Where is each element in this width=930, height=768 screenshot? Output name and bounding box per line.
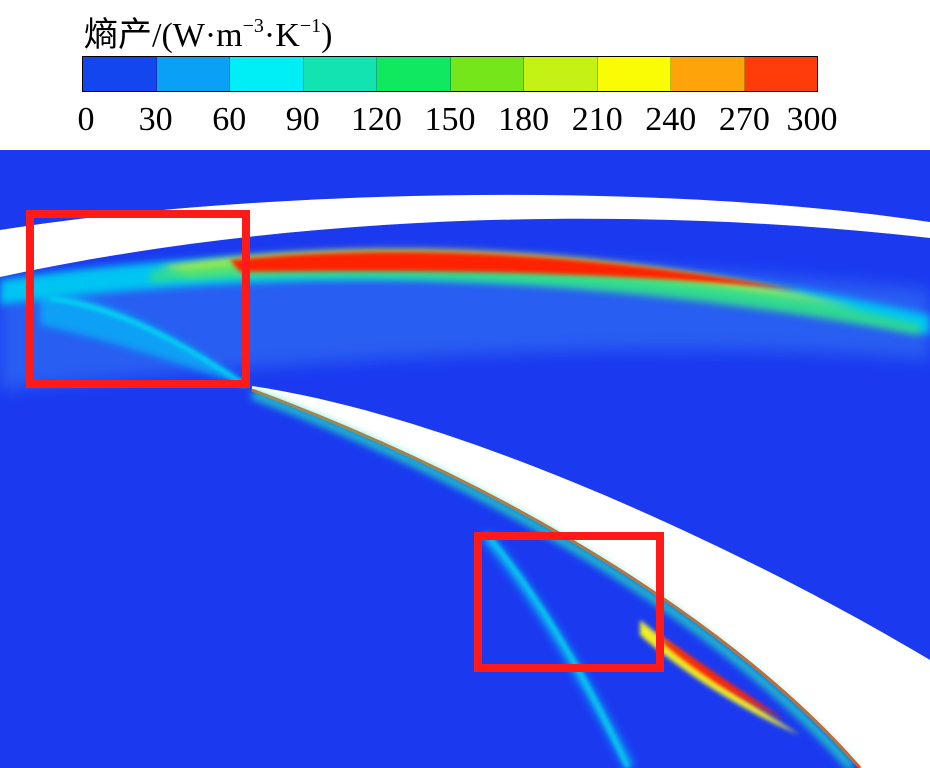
colorbar-swatch: [303, 57, 377, 91]
colorbar-tick-label: 30: [138, 101, 173, 138]
colorbar-swatch: [377, 57, 451, 91]
colorbar-tick-label: 0: [77, 101, 95, 138]
colorbar-tick-label: 270: [718, 101, 770, 138]
colorbar-tick-label: 300: [786, 101, 838, 138]
highlight-box-upper: [26, 210, 250, 388]
colorbar-tick-label: 210: [571, 101, 623, 138]
colorbar-swatch: [597, 57, 671, 91]
wake-streak-lower-core: [488, 537, 630, 768]
wake-streak-upper-core: [49, 296, 247, 387]
colorbar-swatch: [524, 57, 598, 91]
highlight-box-lower: [474, 532, 664, 672]
entropy-production-contour: [0, 150, 930, 768]
legend-title: 熵产/(W·m−3·K−1): [84, 15, 333, 54]
colorbar-swatch: [744, 57, 817, 91]
colorbar-swatch: [671, 57, 745, 91]
colorbar-tick-label: 120: [350, 101, 402, 138]
colorbar-swatch: [230, 57, 304, 91]
colorbar-tick-label: 240: [645, 101, 697, 138]
colorbar-swatch: [156, 57, 230, 91]
colorbar-tick-label: 180: [498, 101, 550, 138]
hot-streak-upper-core: [230, 251, 800, 290]
colorbar-swatch: [450, 57, 524, 91]
wake-streak-upper: [40, 290, 250, 385]
lower-blade-edge: [251, 388, 862, 768]
colorbar-swatch: [83, 57, 157, 91]
hot-streak-upper-green: [150, 254, 920, 335]
colorbar-tick-labels: 0 30 60 90 120 150 180 210 240 270 300: [0, 100, 930, 144]
colorbar: [82, 56, 818, 92]
lower-blade-white: [252, 386, 930, 768]
lower-blade-boundary: [250, 390, 856, 768]
colorbar-tick-label: 90: [285, 101, 320, 138]
colorbar-tick-label: 150: [424, 101, 476, 138]
colorbar-tick-label: 60: [212, 101, 247, 138]
